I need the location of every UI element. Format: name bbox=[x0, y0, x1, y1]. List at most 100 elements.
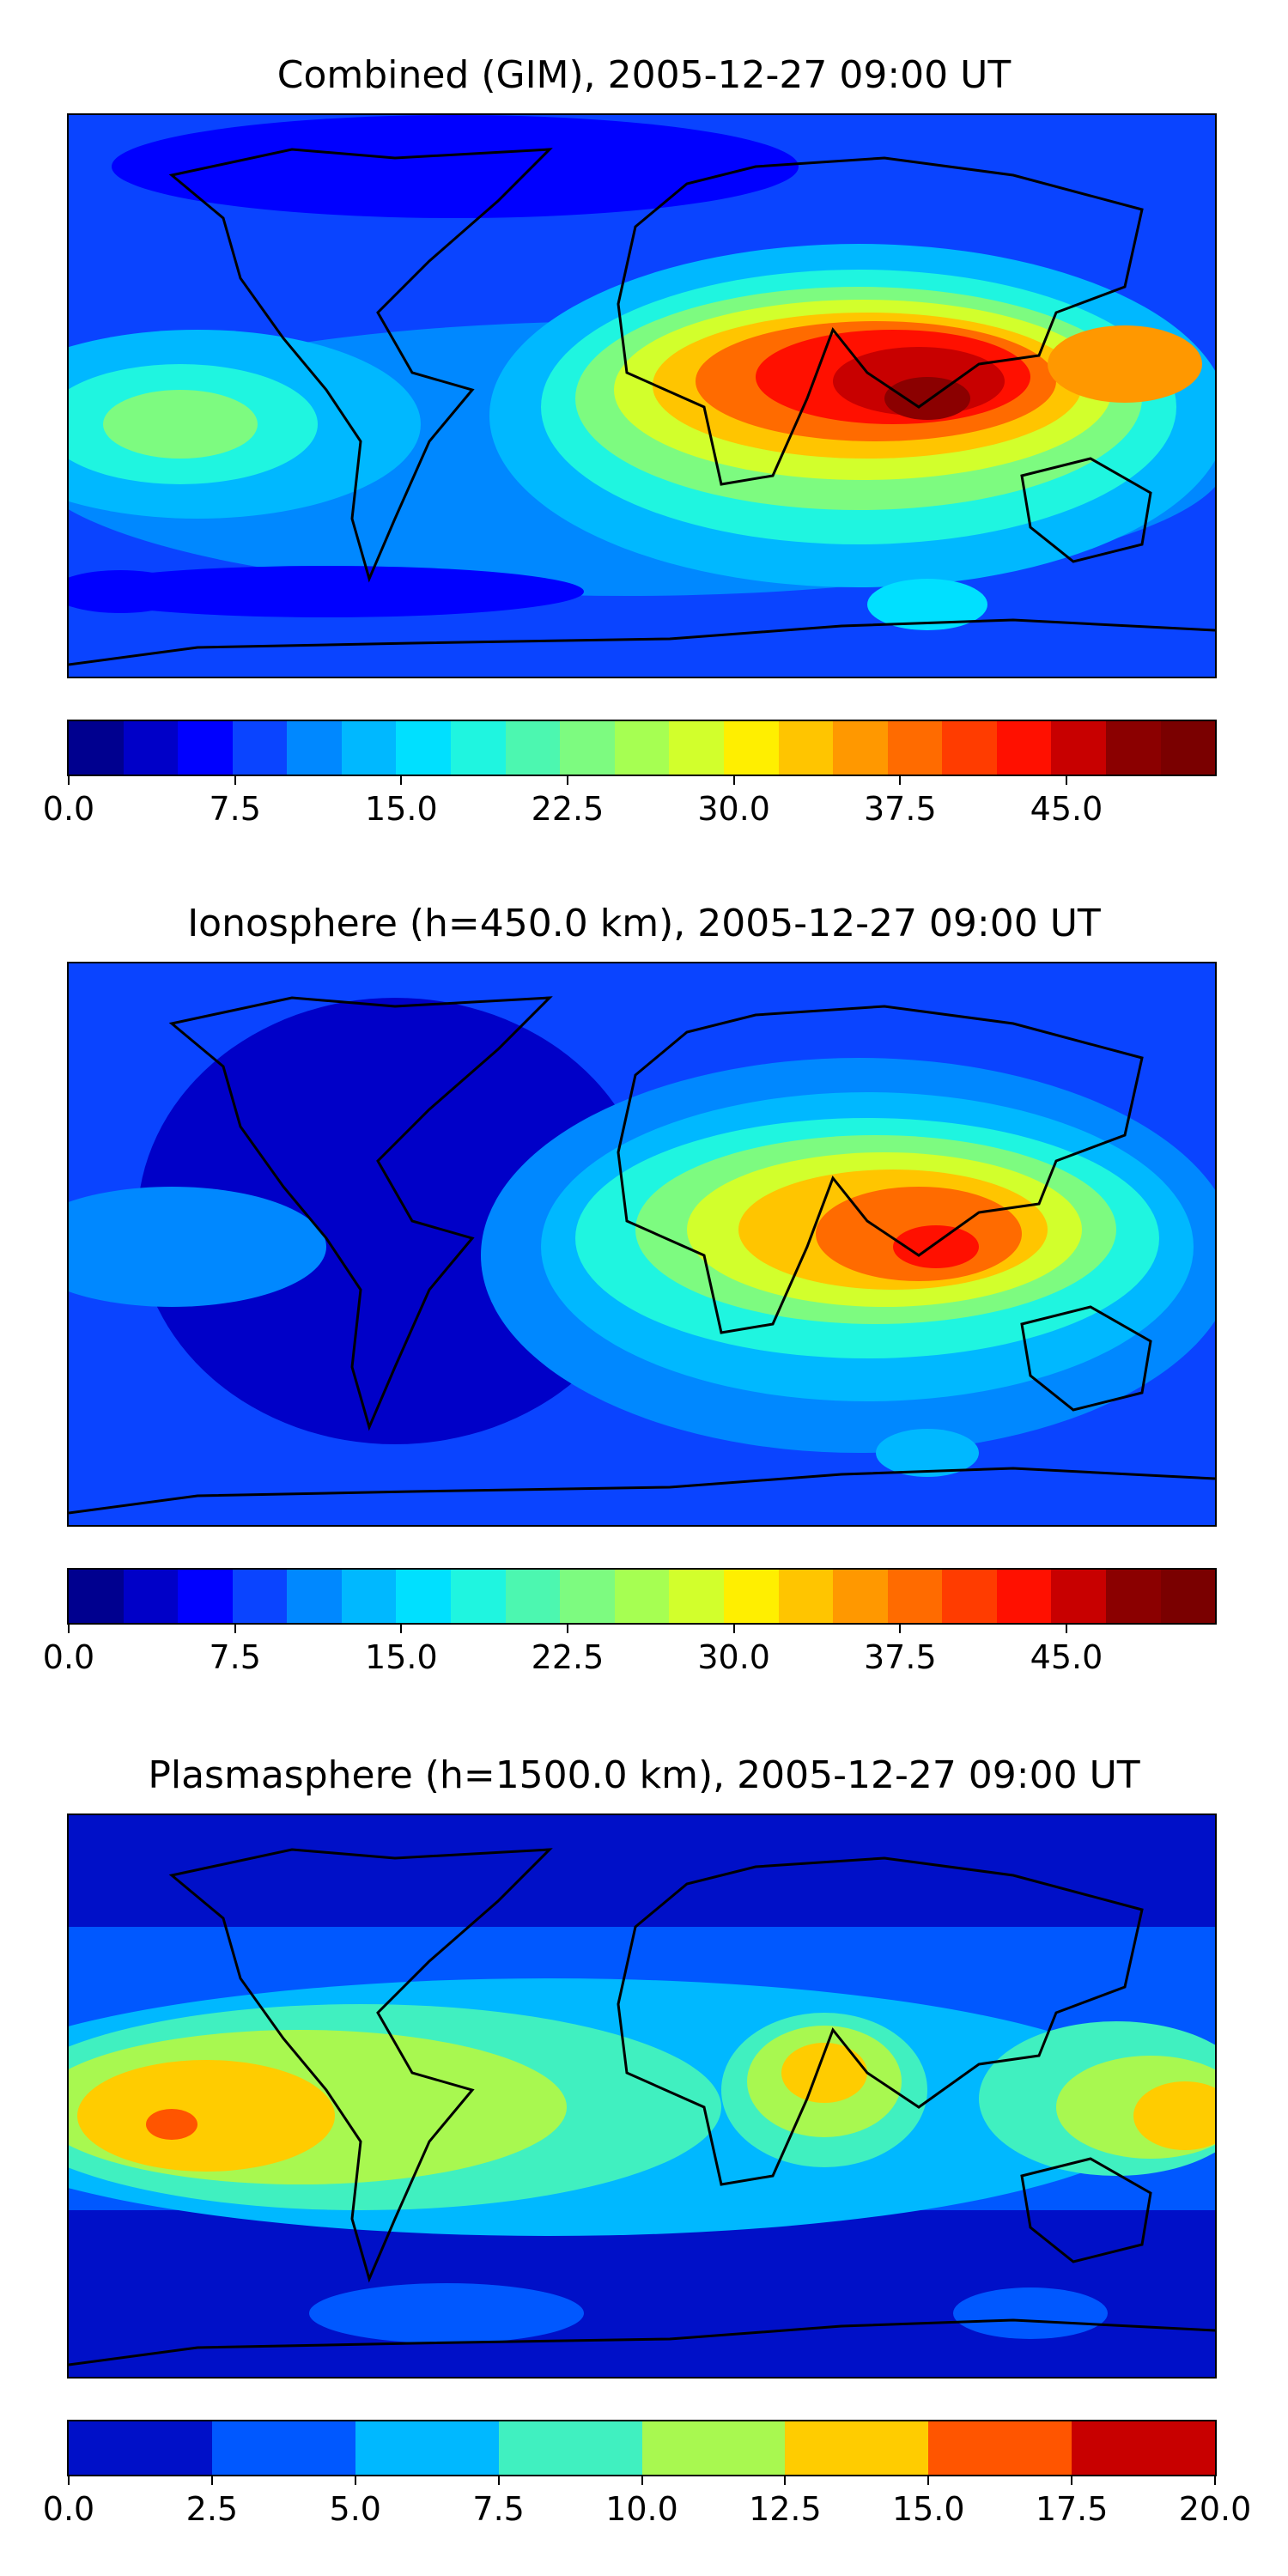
colorbar-ticks-plasmasphere: 0.0 2.5 5.0 7.5 10.0 12.5 15.0 17.5 20.0 bbox=[43, 2476, 1251, 2545]
colorbar-segment bbox=[505, 721, 561, 775]
colorbar-tick bbox=[400, 1625, 403, 1633]
colorbar-segment bbox=[833, 1570, 888, 1623]
colorbar-tick-label: 22.5 bbox=[531, 1638, 605, 1676]
colorbar-ionosphere bbox=[67, 1568, 1217, 1625]
colorbar-plasmasphere bbox=[67, 2420, 1217, 2476]
colorbar-tick bbox=[899, 776, 902, 785]
colorbar-tick-label: 20.0 bbox=[1178, 2490, 1252, 2528]
panel-title-combined: Combined (GIM), 2005-12-27 09:00 UT bbox=[276, 53, 1012, 97]
colorbar-tick-label: 7.5 bbox=[209, 790, 261, 828]
colorbar-segment bbox=[451, 721, 506, 775]
colorbar-segment bbox=[669, 1570, 724, 1623]
colorbar-segment bbox=[928, 2421, 1072, 2475]
colorbar-segment bbox=[123, 721, 179, 775]
colorbar-ticks-ionosphere: 0.0 7.5 15.0 22.5 30.0 37.5 45.0 bbox=[43, 1625, 1217, 1693]
colorbar-segment bbox=[1051, 721, 1106, 775]
colorbar-segment bbox=[1105, 721, 1161, 775]
colorbar-segment bbox=[641, 2421, 786, 2475]
colorbar-segment bbox=[669, 721, 724, 775]
colorbar-tick bbox=[68, 2476, 70, 2485]
colorbar-segment bbox=[723, 721, 779, 775]
colorbar-segment bbox=[341, 721, 397, 775]
tec-map-combined bbox=[69, 115, 1215, 677]
colorbar-segment bbox=[69, 2421, 212, 2475]
colorbar-tick bbox=[899, 1625, 902, 1633]
map-plasmasphere bbox=[67, 1814, 1217, 2379]
panel-title-ionosphere: Ionosphere (h=450.0 km), 2005-12-27 09:0… bbox=[187, 902, 1101, 945]
colorbar-segment bbox=[232, 721, 288, 775]
colorbar-tick-label: 0.0 bbox=[42, 790, 95, 828]
colorbar-segment bbox=[1072, 2421, 1215, 2475]
colorbar-tick bbox=[400, 776, 403, 785]
tec-map-ionosphere bbox=[69, 963, 1215, 1525]
colorbar-tick-label: 45.0 bbox=[1030, 790, 1103, 828]
colorbar-segment bbox=[614, 721, 670, 775]
panel-title-plasmasphere: Plasmasphere (h=1500.0 km), 2005-12-27 0… bbox=[148, 1753, 1140, 1797]
colorbar-tick-label: 0.0 bbox=[42, 1638, 95, 1676]
colorbar-segment bbox=[614, 1570, 670, 1623]
colorbar-segment bbox=[178, 1570, 233, 1623]
map-combined bbox=[67, 113, 1217, 678]
colorbar-segment bbox=[341, 1570, 397, 1623]
colorbar-tick-label: 45.0 bbox=[1030, 1638, 1103, 1676]
colorbar-tick bbox=[68, 1625, 70, 1633]
colorbar-tick-label: 30.0 bbox=[697, 1638, 770, 1676]
colorbar-tick-label: 15.0 bbox=[365, 790, 438, 828]
colorbar-tick bbox=[1065, 1625, 1067, 1633]
colorbar-tick-label: 10.0 bbox=[605, 2490, 678, 2528]
colorbar-segment bbox=[396, 1570, 452, 1623]
colorbar-segment bbox=[287, 1570, 342, 1623]
colorbar-segment bbox=[942, 721, 997, 775]
colorbar-segment bbox=[1160, 1570, 1216, 1623]
colorbar-ticks-combined: 0.0 7.5 15.0 22.5 30.0 37.5 45.0 bbox=[43, 776, 1217, 845]
colorbar-tick bbox=[354, 2476, 356, 2485]
colorbar-tick-label: 5.0 bbox=[329, 2490, 381, 2528]
colorbar-segment bbox=[996, 721, 1052, 775]
colorbar-segment bbox=[355, 2421, 499, 2475]
colorbar-tick-label: 37.5 bbox=[864, 1638, 937, 1676]
colorbar-segment bbox=[887, 1570, 943, 1623]
tec-map-plasmasphere bbox=[69, 1815, 1215, 2377]
map-ionosphere bbox=[67, 962, 1217, 1527]
colorbar-segment bbox=[560, 721, 615, 775]
colorbar-tick bbox=[497, 2476, 500, 2485]
colorbar-segment bbox=[723, 1570, 779, 1623]
colorbar-tick bbox=[1065, 776, 1067, 785]
colorbar-tick-label: 30.0 bbox=[697, 790, 770, 828]
colorbar-combined bbox=[67, 720, 1217, 776]
colorbar-tick bbox=[234, 1625, 236, 1633]
colorbar-tick bbox=[784, 2476, 787, 2485]
colorbar-tick-label: 15.0 bbox=[365, 1638, 438, 1676]
colorbar-segment bbox=[560, 1570, 615, 1623]
colorbar-segment bbox=[123, 1570, 179, 1623]
colorbar-tick bbox=[732, 1625, 735, 1633]
colorbar-segment bbox=[178, 721, 233, 775]
colorbar-tick bbox=[68, 776, 70, 785]
colorbar-tick bbox=[927, 2476, 930, 2485]
colorbar-segment bbox=[785, 2421, 929, 2475]
colorbar-tick-label: 7.5 bbox=[472, 2490, 525, 2528]
colorbar-segment bbox=[505, 1570, 561, 1623]
colorbar-segment bbox=[778, 721, 834, 775]
colorbar-segment bbox=[451, 1570, 506, 1623]
colorbar-segment bbox=[396, 721, 452, 775]
colorbar-segment bbox=[1160, 721, 1216, 775]
colorbar-tick bbox=[566, 1625, 568, 1633]
colorbar-tick-label: 17.5 bbox=[1035, 2490, 1109, 2528]
colorbar-tick bbox=[1214, 2476, 1216, 2485]
colorbar-segment bbox=[1051, 1570, 1106, 1623]
colorbar-segment bbox=[498, 2421, 642, 2475]
colorbar-tick-label: 2.5 bbox=[185, 2490, 239, 2528]
colorbar-segment bbox=[887, 721, 943, 775]
colorbar-tick-label: 15.0 bbox=[891, 2490, 965, 2528]
colorbar-segment bbox=[69, 1570, 124, 1623]
colorbar-tick-label: 22.5 bbox=[531, 790, 605, 828]
colorbar-segment bbox=[69, 721, 124, 775]
colorbar-segment bbox=[833, 721, 888, 775]
colorbar-tick bbox=[210, 2476, 213, 2485]
colorbar-segment bbox=[1105, 1570, 1161, 1623]
colorbar-tick bbox=[234, 776, 236, 785]
colorbar-segment bbox=[996, 1570, 1052, 1623]
colorbar-segment bbox=[211, 2421, 355, 2475]
colorbar-tick bbox=[641, 2476, 643, 2485]
